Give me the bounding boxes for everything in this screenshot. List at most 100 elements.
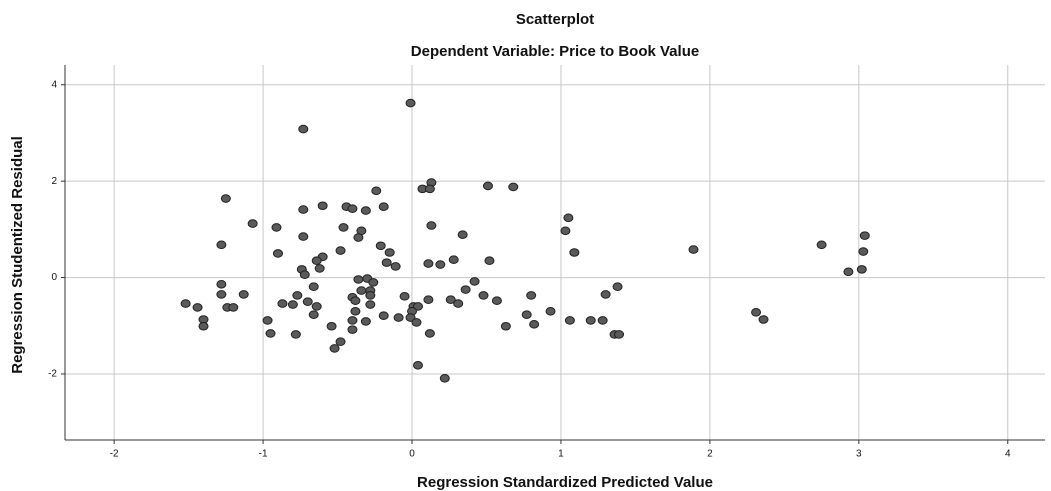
point <box>411 318 422 327</box>
point <box>365 291 376 300</box>
y-tick-label: 4 <box>51 79 57 90</box>
point <box>350 307 361 316</box>
point <box>491 296 502 306</box>
point <box>350 296 361 306</box>
point <box>445 295 456 305</box>
point <box>277 299 288 308</box>
x-tick-label: 1 <box>558 449 564 460</box>
point <box>424 329 435 338</box>
point <box>448 255 459 265</box>
point <box>335 246 346 255</box>
point <box>545 307 556 316</box>
point <box>843 267 854 277</box>
point <box>198 321 209 331</box>
point <box>393 313 404 322</box>
point <box>423 295 434 305</box>
point <box>329 344 340 353</box>
point <box>287 300 298 309</box>
point <box>317 201 328 211</box>
point <box>375 241 386 251</box>
point <box>378 202 389 212</box>
point <box>457 230 468 239</box>
chart-title: Scatterplot <box>516 11 594 28</box>
point <box>360 206 371 215</box>
point <box>564 316 575 325</box>
point <box>292 291 303 300</box>
point <box>308 282 319 292</box>
point <box>612 282 623 292</box>
point <box>460 285 471 294</box>
point <box>371 186 382 196</box>
x-tick-label: 4 <box>1005 449 1011 460</box>
point <box>228 303 239 312</box>
point <box>360 317 371 326</box>
point <box>311 302 322 311</box>
point <box>614 330 625 339</box>
point <box>378 311 389 320</box>
point <box>272 249 283 258</box>
point <box>478 291 489 300</box>
point <box>412 302 423 311</box>
point <box>356 286 367 295</box>
x-tick-label: -1 <box>259 449 268 460</box>
point <box>424 184 435 194</box>
point <box>347 204 358 213</box>
point <box>426 221 437 230</box>
point <box>439 374 450 383</box>
point <box>353 275 364 284</box>
point <box>290 330 301 339</box>
point <box>247 219 258 228</box>
point <box>390 262 401 271</box>
point <box>262 316 273 325</box>
point <box>238 290 249 299</box>
point <box>600 290 611 299</box>
point <box>298 205 309 214</box>
point <box>508 182 519 192</box>
point <box>405 98 416 108</box>
point <box>335 337 346 346</box>
point <box>560 226 571 236</box>
x-tick-label: 2 <box>707 449 713 460</box>
point <box>500 321 511 331</box>
point <box>469 277 480 286</box>
point <box>859 231 870 240</box>
point <box>353 233 364 242</box>
point <box>326 321 337 331</box>
point <box>405 313 416 322</box>
point <box>521 310 532 319</box>
y-tick-label: 0 <box>51 272 57 283</box>
point <box>192 303 203 312</box>
point <box>399 292 410 301</box>
point <box>298 232 309 241</box>
point <box>216 280 227 289</box>
point <box>368 278 379 287</box>
point <box>484 256 495 265</box>
point <box>526 291 537 300</box>
point <box>751 307 762 317</box>
point <box>688 245 699 254</box>
x-tick-label: 0 <box>409 449 415 460</box>
point <box>453 299 464 308</box>
point <box>597 316 608 325</box>
point <box>563 213 574 223</box>
point <box>758 315 769 324</box>
point <box>412 360 423 370</box>
point <box>347 316 358 325</box>
point <box>271 223 282 232</box>
point <box>338 223 349 232</box>
point <box>585 316 596 325</box>
point <box>856 265 867 274</box>
point <box>482 181 493 191</box>
point <box>220 194 231 203</box>
point <box>314 264 325 273</box>
point <box>311 256 322 265</box>
point <box>858 247 869 256</box>
point <box>265 329 276 338</box>
point <box>216 240 227 250</box>
point <box>180 299 191 308</box>
point <box>816 240 827 250</box>
point <box>365 300 376 309</box>
